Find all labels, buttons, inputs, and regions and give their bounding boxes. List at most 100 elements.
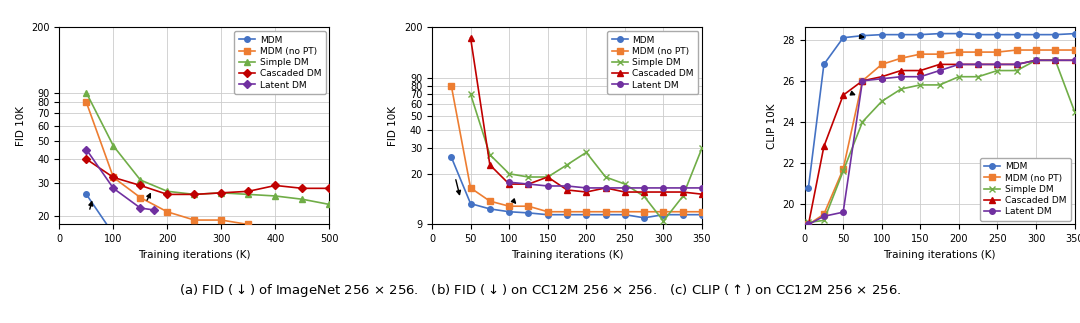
MDM bbox=[188, 242, 201, 246]
MDM (no PT) bbox=[445, 84, 458, 88]
MDM bbox=[134, 235, 147, 239]
MDM bbox=[522, 211, 535, 215]
Cascaded DM bbox=[561, 188, 573, 192]
MDM (no PT) bbox=[856, 79, 869, 83]
MDM (no PT) bbox=[802, 223, 815, 226]
Simple DM bbox=[953, 75, 966, 79]
Simple DM bbox=[296, 197, 309, 201]
MDM bbox=[1049, 33, 1062, 36]
MDM bbox=[875, 33, 888, 36]
Cascaded DM bbox=[875, 75, 888, 79]
Latent DM bbox=[676, 186, 689, 190]
Cascaded DM bbox=[599, 186, 612, 190]
Latent DM bbox=[894, 75, 907, 79]
Latent DM bbox=[1068, 58, 1080, 62]
MDM bbox=[107, 232, 120, 236]
Simple DM bbox=[856, 120, 869, 124]
Simple DM bbox=[933, 83, 946, 87]
Latent DM bbox=[1029, 58, 1042, 62]
Simple DM bbox=[561, 163, 573, 167]
Cascaded DM bbox=[1049, 58, 1062, 62]
MDM bbox=[541, 213, 554, 217]
MDM (no PT) bbox=[599, 210, 612, 214]
Latent DM bbox=[875, 77, 888, 81]
MDM (no PT) bbox=[1029, 48, 1042, 52]
MDM bbox=[323, 248, 336, 252]
Cascaded DM bbox=[502, 182, 515, 186]
Cascaded DM bbox=[161, 193, 174, 196]
MDM (no PT) bbox=[818, 212, 831, 216]
MDM (no PT) bbox=[464, 186, 477, 190]
Latent DM bbox=[837, 210, 850, 214]
Latent DM bbox=[933, 68, 946, 72]
MDM bbox=[802, 186, 815, 190]
Line: MDM (no PT): MDM (no PT) bbox=[806, 47, 1078, 227]
MDM (no PT) bbox=[933, 52, 946, 56]
MDM bbox=[914, 33, 927, 36]
MDM (no PT) bbox=[522, 204, 535, 208]
MDM (no PT) bbox=[619, 210, 632, 214]
MDM bbox=[464, 202, 477, 205]
Latent DM bbox=[856, 79, 869, 83]
MDM (no PT) bbox=[541, 210, 554, 214]
Cascaded DM bbox=[464, 36, 477, 40]
Simple DM bbox=[464, 92, 477, 96]
Simple DM bbox=[161, 189, 174, 193]
MDM (no PT) bbox=[914, 52, 927, 56]
Latent DM bbox=[561, 184, 573, 188]
Y-axis label: CLIP 10K: CLIP 10K bbox=[767, 103, 777, 149]
MDM bbox=[972, 33, 985, 36]
MDM (no PT) bbox=[484, 199, 497, 203]
Legend: MDM, MDM (no PT), Simple DM, Cascaded DM, Latent DM: MDM, MDM (no PT), Simple DM, Cascaded DM… bbox=[980, 158, 1071, 221]
Cascaded DM bbox=[484, 163, 497, 167]
MDM bbox=[242, 246, 255, 250]
MDM bbox=[599, 213, 612, 217]
Simple DM bbox=[541, 175, 554, 179]
MDM bbox=[215, 244, 228, 248]
Line: Cascaded DM: Cascaded DM bbox=[83, 156, 333, 197]
MDM bbox=[837, 36, 850, 40]
Cascaded DM bbox=[188, 193, 201, 196]
MDM bbox=[637, 216, 650, 220]
Cascaded DM bbox=[856, 79, 869, 83]
Cascaded DM bbox=[657, 190, 670, 194]
X-axis label: Training iterations (K): Training iterations (K) bbox=[138, 250, 251, 260]
Simple DM bbox=[1049, 58, 1062, 62]
MDM bbox=[484, 207, 497, 211]
Cascaded DM bbox=[541, 175, 554, 179]
Cascaded DM bbox=[991, 62, 1004, 66]
Cascaded DM bbox=[134, 183, 147, 187]
MDM (no PT) bbox=[894, 56, 907, 60]
Simple DM bbox=[972, 75, 985, 79]
Simple DM bbox=[522, 175, 535, 179]
MDM (no PT) bbox=[637, 210, 650, 214]
Simple DM bbox=[107, 144, 120, 148]
MDM (no PT) bbox=[1068, 48, 1080, 52]
Simple DM bbox=[1029, 58, 1042, 62]
Latent DM bbox=[657, 186, 670, 190]
Line: Simple DM: Simple DM bbox=[468, 91, 705, 224]
Cascaded DM bbox=[580, 190, 593, 194]
Latent DM bbox=[1049, 58, 1062, 62]
Cascaded DM bbox=[933, 62, 946, 66]
Latent DM bbox=[802, 223, 815, 226]
MDM bbox=[657, 213, 670, 217]
Simple DM bbox=[502, 172, 515, 176]
Line: Cascaded DM: Cascaded DM bbox=[468, 35, 705, 197]
Latent DM bbox=[953, 62, 966, 66]
Cascaded DM bbox=[269, 183, 282, 187]
Cascaded DM bbox=[837, 93, 850, 97]
Line: MDM: MDM bbox=[83, 192, 333, 253]
Cascaded DM bbox=[953, 62, 966, 66]
Latent DM bbox=[696, 186, 708, 190]
MDM (no PT) bbox=[242, 223, 255, 226]
MDM (no PT) bbox=[107, 175, 120, 179]
Cascaded DM bbox=[1068, 58, 1080, 62]
Latent DM bbox=[818, 214, 831, 218]
MDM (no PT) bbox=[972, 50, 985, 54]
Simple DM bbox=[837, 169, 850, 173]
Simple DM bbox=[484, 153, 497, 157]
Cascaded DM bbox=[242, 189, 255, 193]
Y-axis label: FID 10K: FID 10K bbox=[15, 106, 26, 146]
Cascaded DM bbox=[296, 186, 309, 190]
